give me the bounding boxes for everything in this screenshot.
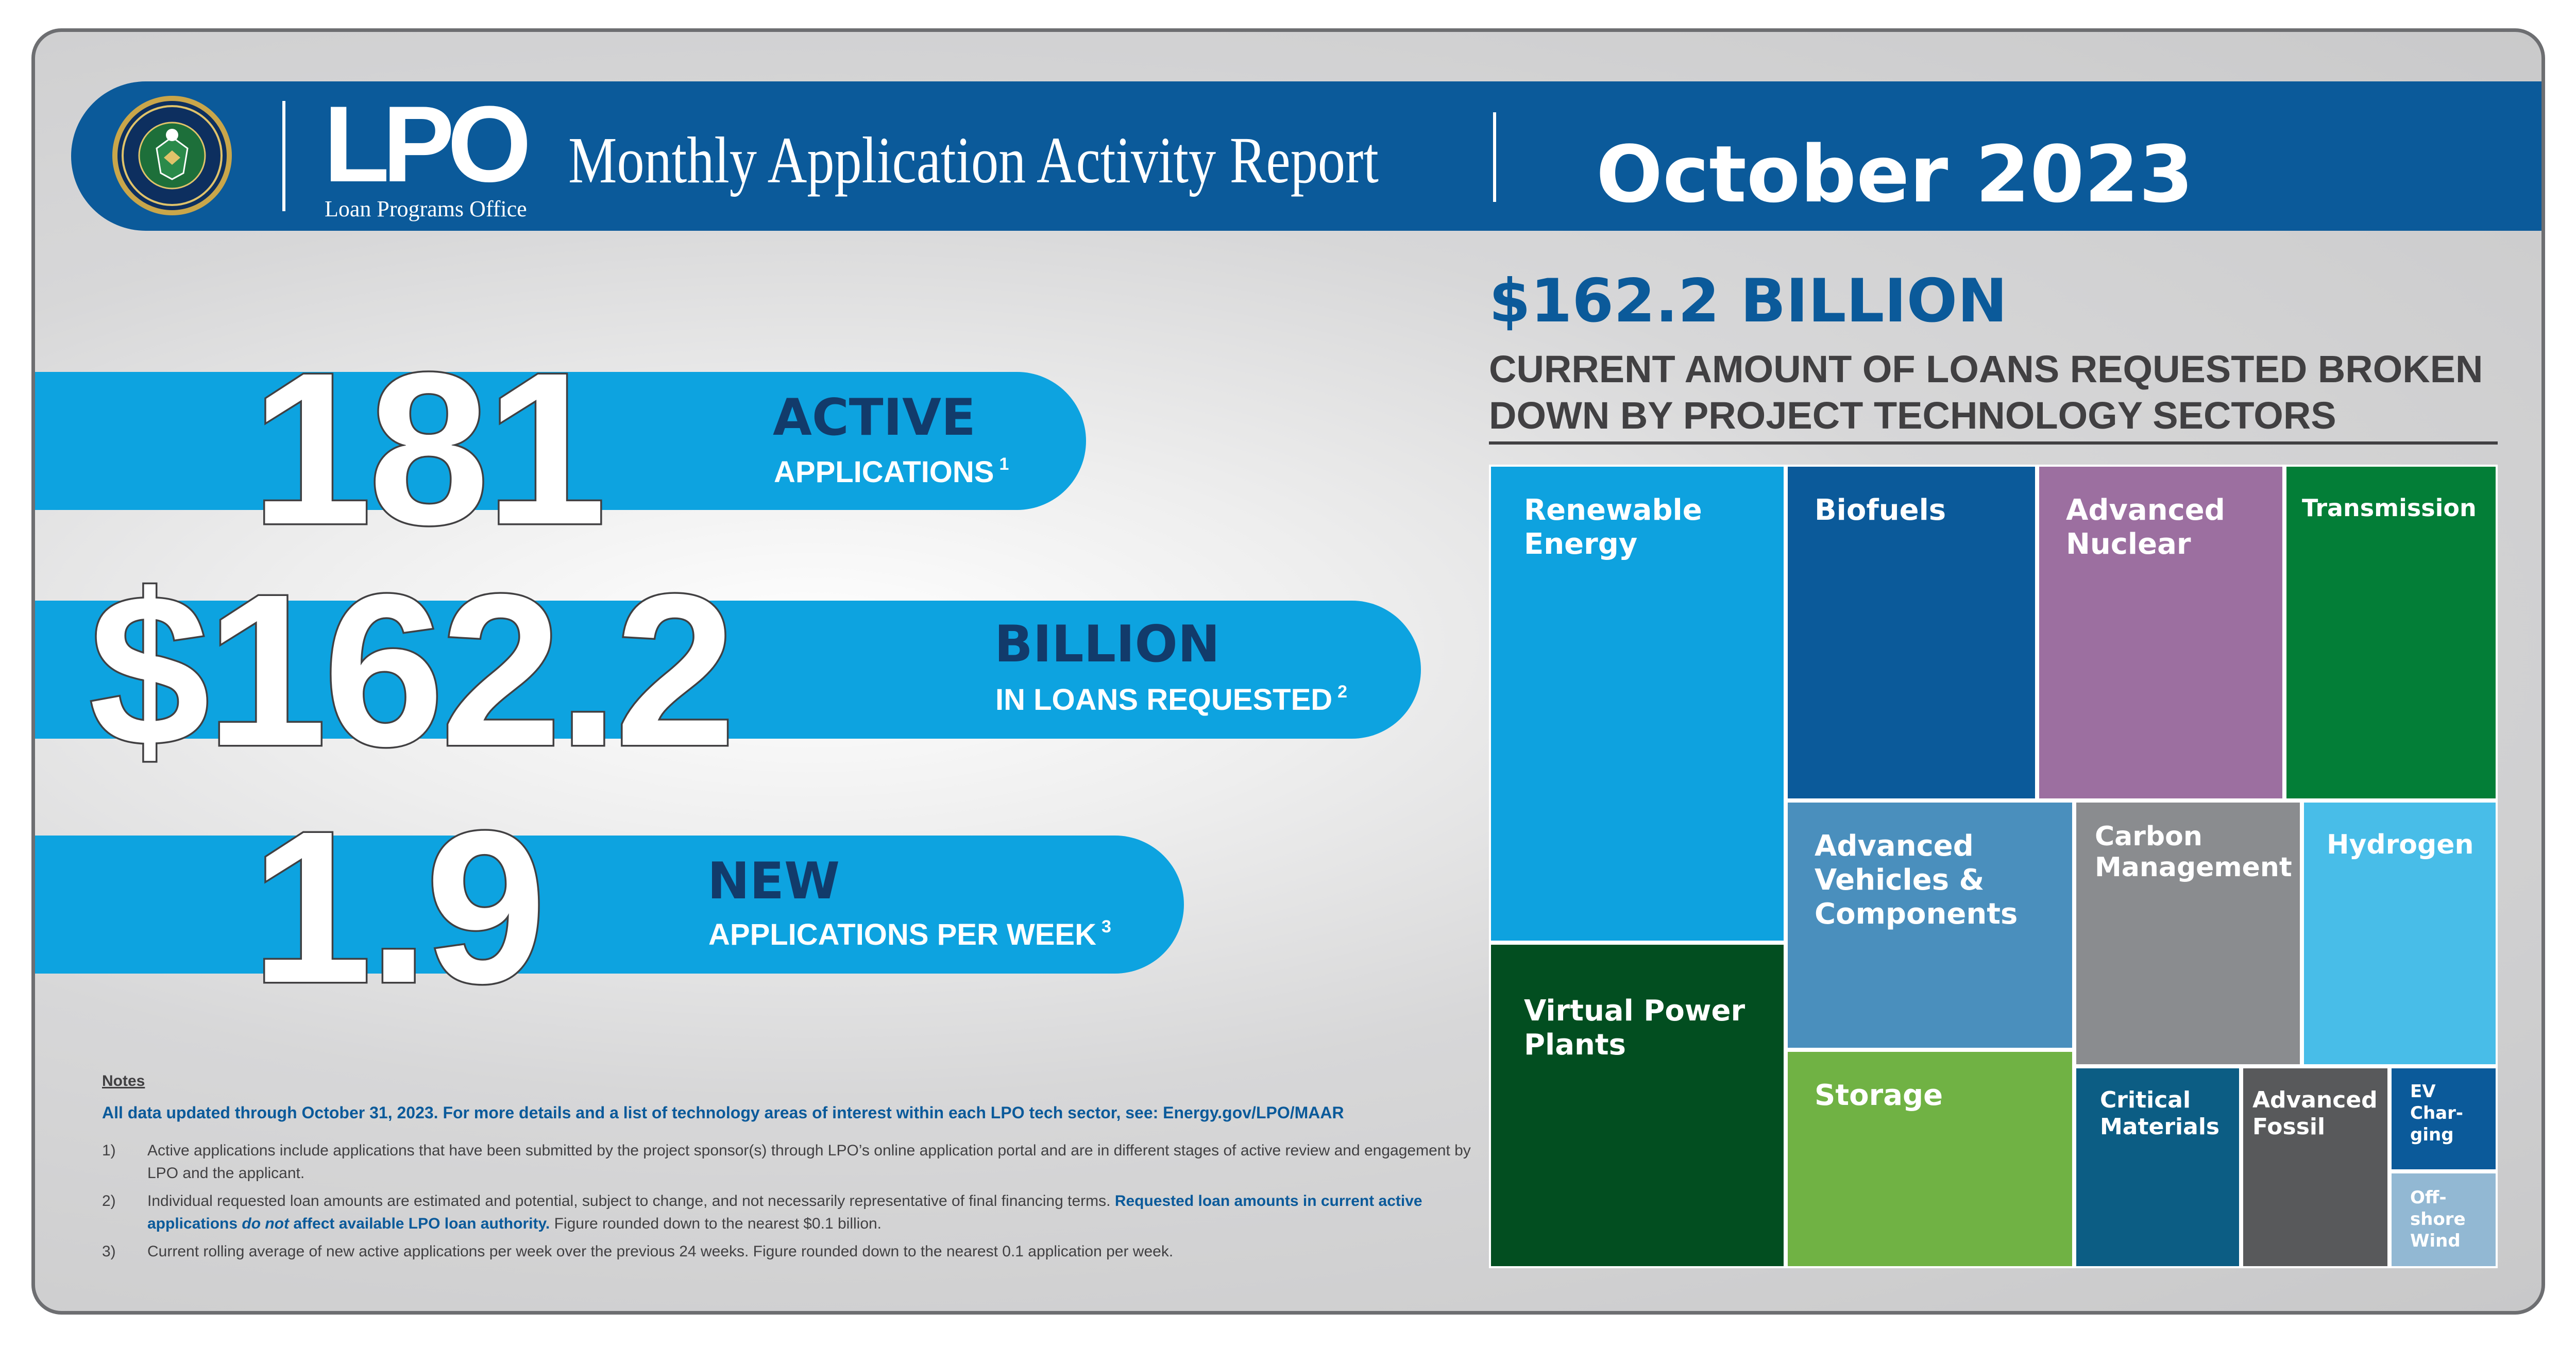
- tile-label: Virtual Power Plants: [1524, 994, 1745, 1062]
- doe-seal-icon: [112, 96, 232, 215]
- tile-label: Advanced Fossil: [2252, 1087, 2378, 1140]
- report-date: October 2023: [1596, 129, 2194, 220]
- note-text: Individual requested loan amounts are es…: [147, 1190, 1487, 1235]
- tile-label: Critical Materials: [2100, 1087, 2220, 1140]
- new-label: NEW: [707, 852, 840, 911]
- lpo-logo: LPO: [324, 83, 532, 205]
- header-banner: LPO Loan Programs Office Monthly Applica…: [71, 81, 2541, 231]
- tile-label: Storage: [1815, 1079, 1943, 1112]
- tile-critical-materials: Critical Materials: [2074, 1066, 2241, 1268]
- note-number: 2): [102, 1192, 116, 1209]
- tile-label: Transmission: [2302, 494, 2477, 522]
- note-highlight: affect available LPO loan authority.: [289, 1215, 550, 1232]
- note-number: 1): [102, 1142, 116, 1159]
- new-sublabel: APPLICATIONS PER WEEK 3: [708, 917, 1111, 951]
- report-title: Monthly Application Activity Report: [568, 124, 1379, 197]
- notes-updated-lead: All data updated through October 31, 202…: [102, 1103, 438, 1122]
- tile-label: Renewable Energy: [1524, 493, 1702, 561]
- active-sublabel: APPLICATIONS 1: [774, 454, 1009, 489]
- note-text: Current rolling average of new active ap…: [147, 1243, 1174, 1260]
- note-number: 3): [102, 1243, 116, 1260]
- lpo-logo-subtitle: Loan Programs Office: [325, 196, 527, 222]
- tile-advanced-fossil: Advanced Fossil: [2241, 1066, 2389, 1268]
- treemap-rule: [1489, 441, 2498, 445]
- active-label: ACTIVE: [773, 388, 976, 447]
- tile-storage: Storage: [1786, 1050, 2074, 1268]
- note-text-part: Figure rounded down to the nearest $0.1 …: [550, 1215, 882, 1232]
- tile-transmission: Transmission: [2284, 465, 2498, 800]
- notes-updated: All data updated through October 31, 202…: [102, 1103, 1344, 1122]
- tile-label: Hydrogen: [2327, 829, 2474, 860]
- sector-treemap: Renewable Energy Virtual Power Plants Bi…: [1489, 465, 2498, 1268]
- loans-requested-pill: [35, 601, 1421, 739]
- loans-note-ref: 2: [1337, 682, 1348, 702]
- tile-virtual-power-plants: Virtual Power Plants: [1489, 943, 1786, 1268]
- active-note-ref: 1: [999, 454, 1009, 474]
- tile-advanced-nuclear: Advanced Nuclear: [2037, 465, 2284, 800]
- tile-carbon-management: Carbon Management: [2074, 800, 2302, 1066]
- active-sublabel-text: APPLICATIONS: [774, 455, 994, 489]
- loans-requested-value: $162.2: [88, 550, 738, 791]
- note-text: Active applications include applications…: [147, 1142, 1471, 1182]
- tile-offshore-wind: Off- shore Wind: [2389, 1171, 2498, 1268]
- note-highlight-italic: do not: [242, 1215, 290, 1232]
- new-sublabel-text: APPLICATIONS PER WEEK: [708, 918, 1096, 951]
- new-note-ref: 3: [1101, 917, 1111, 936]
- tile-label: Advanced Vehicles & Components: [1815, 829, 2018, 931]
- tile-hydrogen: Hydrogen: [2302, 800, 2498, 1066]
- tile-label: EV Char- ging: [2410, 1081, 2463, 1145]
- new-applications-pill: [35, 836, 1184, 974]
- report-card: LPO Loan Programs Office Monthly Applica…: [31, 28, 2545, 1315]
- note-text-part: Individual requested loan amounts are es…: [147, 1192, 1115, 1209]
- tile-label: Carbon Management: [2095, 821, 2292, 883]
- tile-label: Advanced Nuclear: [2066, 493, 2225, 561]
- active-applications-value: 181: [250, 328, 608, 570]
- loans-sublabel-text: IN LOANS REQUESTED: [995, 683, 1333, 717]
- title-divider: [1493, 112, 1496, 202]
- tile-label: Off- shore Wind: [2410, 1187, 2466, 1251]
- note-highlight: Requested loan amounts in current active…: [147, 1192, 1422, 1232]
- loans-sublabel: IN LOANS REQUESTED 2: [995, 682, 1348, 717]
- tile-renewable-energy: Renewable Energy: [1489, 465, 1786, 943]
- header-divider: [282, 101, 285, 211]
- tile-ev-charging: EV Char- ging: [2389, 1066, 2498, 1171]
- notes-title: Notes: [102, 1072, 145, 1089]
- active-applications-pill: [35, 372, 1086, 510]
- tile-advanced-vehicles-components: Advanced Vehicles & Components: [1786, 800, 2074, 1050]
- new-applications-value: 1.9: [250, 787, 548, 1028]
- tile-label: Biofuels: [1815, 493, 1946, 527]
- treemap-total: $162.2 BILLION: [1489, 266, 2008, 336]
- treemap-description: CURRENT AMOUNT OF LOANS REQUESTED BROKEN…: [1489, 348, 2483, 437]
- tile-biofuels: Biofuels: [1786, 465, 2037, 800]
- notes-updated-link[interactable]: For more details and a list of technolog…: [438, 1103, 1344, 1122]
- loans-label: BILLION: [994, 615, 1220, 674]
